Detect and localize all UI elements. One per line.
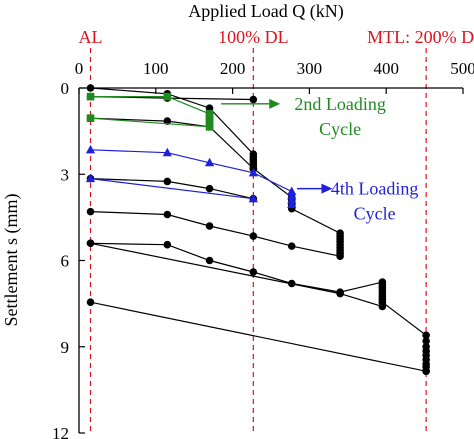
series-line <box>90 87 254 169</box>
data-point <box>205 184 214 193</box>
data-point <box>287 242 296 250</box>
data-point <box>163 177 172 186</box>
annotation-text: Cycle <box>319 119 361 139</box>
data-point <box>287 195 297 204</box>
reference-lines: AL 100% DL MTL: 200% DL <box>79 27 474 433</box>
series <box>86 298 430 375</box>
data-point <box>249 232 258 240</box>
y-tick-label: 6 <box>61 252 70 271</box>
annotation-text: Cycle <box>354 204 396 224</box>
series <box>85 144 297 208</box>
data-point <box>249 95 258 104</box>
data-point <box>163 117 172 125</box>
annotations: 2nd Loading Cycle 4th Loading Cycle <box>221 94 418 224</box>
data-point <box>86 239 95 248</box>
series-line <box>252 168 341 254</box>
annotation: 4th Loading Cycle <box>297 179 418 224</box>
x-tick-label: 400 <box>373 59 399 78</box>
series <box>249 164 344 258</box>
data-point <box>205 123 214 131</box>
data-point <box>163 210 172 219</box>
reference-line-label: AL <box>79 27 103 47</box>
data-point <box>85 144 96 154</box>
data-point <box>336 289 344 298</box>
data-point <box>422 367 430 375</box>
annotation-arrow-head <box>321 183 333 194</box>
data-point <box>248 193 258 203</box>
series-line <box>90 178 254 200</box>
series-line <box>90 117 254 169</box>
series <box>86 114 258 173</box>
series-line <box>90 301 427 372</box>
annotation-arrow-head <box>269 98 281 109</box>
series <box>85 173 258 203</box>
x-axis-title: Applied Load Q (kN) <box>188 1 343 22</box>
reference-line-label: MTL: 200% DL <box>367 27 474 47</box>
data-point <box>205 256 214 265</box>
x-tick-label: 200 <box>220 59 246 78</box>
data-point <box>422 337 430 345</box>
series-line <box>382 301 427 372</box>
data-point <box>162 147 172 157</box>
data-point <box>287 186 297 195</box>
data-point <box>248 167 258 177</box>
data-point <box>205 118 214 127</box>
data-point <box>86 114 95 122</box>
data-point <box>205 222 214 230</box>
data-point <box>85 173 96 183</box>
data-series <box>85 84 430 375</box>
series <box>86 114 214 131</box>
x-tick-label: 300 <box>297 59 323 78</box>
data-point <box>163 92 172 101</box>
y-tick-label: 9 <box>61 338 70 357</box>
data-point <box>204 157 215 167</box>
data-point <box>378 298 387 306</box>
data-point <box>205 104 214 112</box>
x-tick-label: 100 <box>143 59 169 78</box>
data-point <box>287 190 297 200</box>
x-tick-label: 500 <box>450 59 474 78</box>
series-line <box>90 178 254 200</box>
data-point <box>163 240 172 249</box>
series-line <box>90 211 341 257</box>
annotation-text: 4th Loading <box>331 179 419 199</box>
data-point <box>249 268 258 276</box>
x-tick-label: 0 <box>75 59 84 78</box>
annotation: 2nd Loading Cycle <box>221 94 386 139</box>
y-tick-label: 0 <box>61 79 70 98</box>
data-point <box>336 252 344 260</box>
series-line <box>90 117 210 128</box>
reference-line-label: 100% DL <box>218 27 289 47</box>
data-point <box>86 92 95 101</box>
series-line <box>90 149 293 205</box>
y-tick-label: 12 <box>52 424 69 439</box>
y-axis-title: Settlement s (mm) <box>1 194 22 327</box>
axes: 0 100 200 300 400 500 0 3 6 9 12 <box>52 59 474 439</box>
data-point <box>422 331 430 340</box>
data-point <box>287 199 297 208</box>
annotation-text: 2nd Loading <box>294 94 386 114</box>
series <box>86 92 214 127</box>
data-point <box>86 207 95 216</box>
data-point <box>86 84 95 92</box>
data-point <box>86 298 95 306</box>
y-tick-label: 3 <box>61 165 70 184</box>
series <box>86 207 344 260</box>
